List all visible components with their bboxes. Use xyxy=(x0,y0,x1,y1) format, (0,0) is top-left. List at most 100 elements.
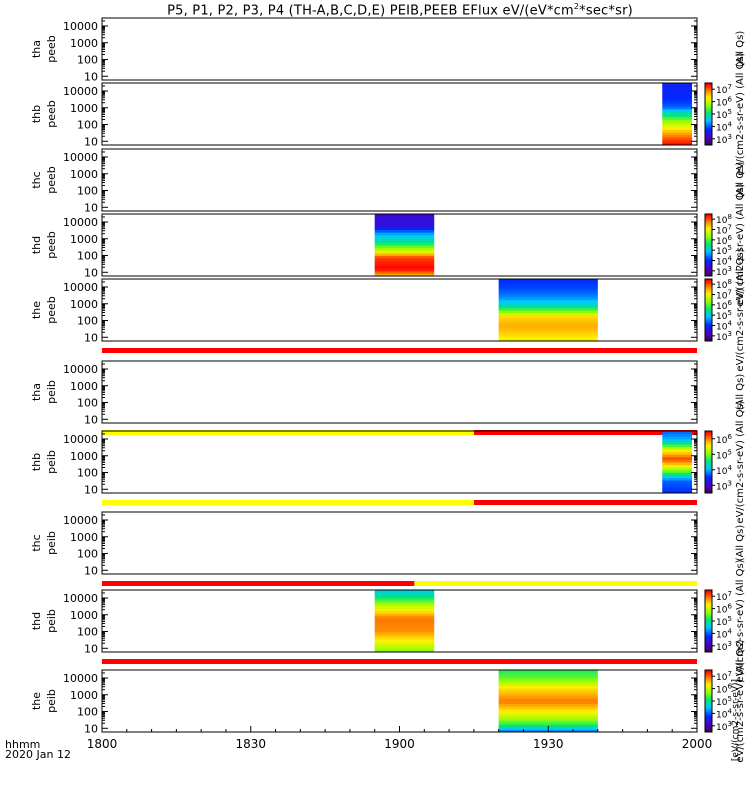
thb-peeb-colorbar-cell xyxy=(705,107,712,110)
the-peib-colorbar-cell xyxy=(705,691,712,694)
thd-peib-colorbar-cell xyxy=(705,590,712,592)
thd-peeb-colorbar-cell xyxy=(705,248,712,251)
the-peib-spectrogram-cell xyxy=(498,703,598,707)
thd-peeb-colorbar-cell xyxy=(705,238,712,241)
thb-peib-product-label: peib xyxy=(45,450,58,474)
thd-peib-spectrogram-cell xyxy=(374,626,435,630)
thd-peeb-colorbar-cell xyxy=(705,268,712,271)
tha-peeb-ytick-label: 1000 xyxy=(70,37,98,50)
thd-peib-colorbar-cell xyxy=(705,613,712,616)
the-peeb-colorbar-cell xyxy=(705,299,712,302)
thb-peib-ytick-label: 100 xyxy=(77,467,98,480)
the-peib-ytick-label: 10 xyxy=(84,722,98,735)
thd-peeb-spectrogram-cell xyxy=(374,229,435,233)
thb-peeb-colorbar-cell xyxy=(705,120,712,123)
tha-peib-panel-frame xyxy=(101,360,698,424)
thb-peib-colorbar-label: 103 xyxy=(716,479,732,492)
thb-peeb-colorbar-cell xyxy=(705,134,712,137)
the-peib-spectrogram-cell xyxy=(498,672,598,676)
thb-peeb-colorbar-cell xyxy=(705,132,712,135)
thb-peeb-spectrogram-cell xyxy=(662,132,693,136)
the-peib-spectrogram-cell xyxy=(498,716,598,720)
thb-peeb-colorbar-cell xyxy=(705,92,712,95)
thb-peeb-colorbar-cell xyxy=(705,135,712,138)
thb-peib-mode-bar xyxy=(102,500,474,505)
the-peeb-colorbar-cell xyxy=(705,314,712,317)
the-peeb-spectrogram-cell xyxy=(498,294,598,298)
thd-peib-spectrogram-cell xyxy=(374,608,435,612)
the-peib-colorbar-cell xyxy=(705,702,712,705)
the-peeb-colorbar-cell xyxy=(705,327,712,329)
thc-peeb-ytick-label: 100 xyxy=(77,185,98,198)
thd-peib-colorbar-cell xyxy=(705,611,712,614)
thd-peib-spectrogram-cell xyxy=(374,636,435,640)
the-peib-spectrogram-cell xyxy=(498,724,598,728)
the-peeb-spectrogram-cell xyxy=(498,333,598,337)
thd-peeb-colorbar-cell xyxy=(705,243,712,246)
tha-peib-ytick-label: 10000 xyxy=(63,363,98,376)
the-peib-colorbar-cell xyxy=(705,718,712,720)
thd-peib-colorbar-cell xyxy=(705,603,712,606)
the-peib-product-label: peib xyxy=(45,689,58,713)
thd-peeb-spectrogram-cell xyxy=(374,232,435,236)
the-peib-spectrogram-cell xyxy=(498,688,598,692)
thb-peeb-probe-label: thb xyxy=(30,105,43,123)
thd-peib-spectrogram-cell xyxy=(374,649,435,653)
thd-peeb-product-label: peeb xyxy=(45,231,58,259)
tha-peeb-panel-frame xyxy=(101,17,698,81)
the-peib-spectrogram-cell xyxy=(498,698,598,702)
the-peeb-colorbar-cell xyxy=(705,331,712,334)
the-peeb-colorbar-cell xyxy=(705,297,712,300)
the-peeb-colorbar-cell xyxy=(705,323,712,326)
tha-peeb-colorbar-axis-label: (All Qs) xyxy=(735,31,746,68)
the-peib-colorbar-cell xyxy=(705,728,712,731)
the-peeb-colorbar-cell xyxy=(705,330,712,333)
thd-peib-colorbar-cell xyxy=(705,628,712,631)
thd-peib-colorbar-cell xyxy=(705,625,712,628)
the-peib-colorbar-cell xyxy=(705,673,712,676)
the-peeb-colorbar-cell xyxy=(705,305,712,308)
thd-peeb-spectrogram-cell xyxy=(374,224,435,228)
the-peeb-spectrogram-cell xyxy=(498,304,598,308)
thd-peib-colorbar-cell xyxy=(705,621,712,623)
thb-peib-spectrogram-cell xyxy=(662,438,693,442)
thb-peeb-colorbar-cell xyxy=(705,124,712,127)
thd-peib-colorbar-cell xyxy=(705,610,712,613)
thb-peib-colorbar-cell xyxy=(705,471,712,474)
the-peeb-colorbar-cell xyxy=(705,333,712,336)
the-peeb-spectrogram-cell xyxy=(498,299,598,303)
the-peib-colorbar-cell xyxy=(705,682,712,685)
the-peib-spectrogram-cell xyxy=(498,670,598,674)
thb-peib-spectrogram-cell xyxy=(662,487,693,491)
the-peib-colorbar-cell xyxy=(705,721,712,724)
thc-peib-ytick-label: 1000 xyxy=(70,531,98,544)
the-peeb-colorbar-cell xyxy=(705,279,712,281)
the-peib-colorbar-cell xyxy=(705,676,712,679)
the-peib-colorbar-label: 106 xyxy=(716,683,732,696)
the-peib-colorbar-cell xyxy=(705,713,712,716)
thb-peib-colorbar-cell xyxy=(705,451,712,454)
thb-peeb-panel-frame xyxy=(101,82,698,146)
the-peeb-colorbar-cell xyxy=(705,317,712,320)
chart-title: P5, P1, P2, P3, P4 (TH-A,B,C,D,E) PEIB,P… xyxy=(167,2,633,19)
the-peeb-colorbar-cell xyxy=(705,291,712,294)
tha-peib-probe-label: tha xyxy=(30,383,43,401)
the-peeb-colorbar-cell xyxy=(705,334,712,337)
thc-peeb-ytick-label: 10000 xyxy=(63,151,98,164)
thd-peib-spectrogram-cell xyxy=(374,602,435,606)
thb-peib-colorbar-frame xyxy=(704,430,713,494)
thc-peeb-product-label: peeb xyxy=(45,166,58,194)
thd-peeb-spectrogram-cell xyxy=(374,263,435,267)
the-peib-colorbar-cell xyxy=(705,677,712,680)
thb-peeb-colorbar-cell xyxy=(705,83,712,85)
thd-peeb-colorbar-cell xyxy=(705,266,712,269)
thd-peib-colorbar-cell xyxy=(705,614,712,617)
the-peeb-colorbar-cell xyxy=(705,296,712,298)
thb-peeb-colorbar-cell xyxy=(705,96,712,99)
thb-peeb-colorbar-cell xyxy=(705,114,712,116)
the-peeb-colorbar-cell xyxy=(705,328,712,331)
thd-peeb-colorbar-cell xyxy=(705,240,712,243)
xtick-label: 1800 xyxy=(87,737,118,751)
thb-peeb-spectrogram-cell xyxy=(662,98,693,102)
